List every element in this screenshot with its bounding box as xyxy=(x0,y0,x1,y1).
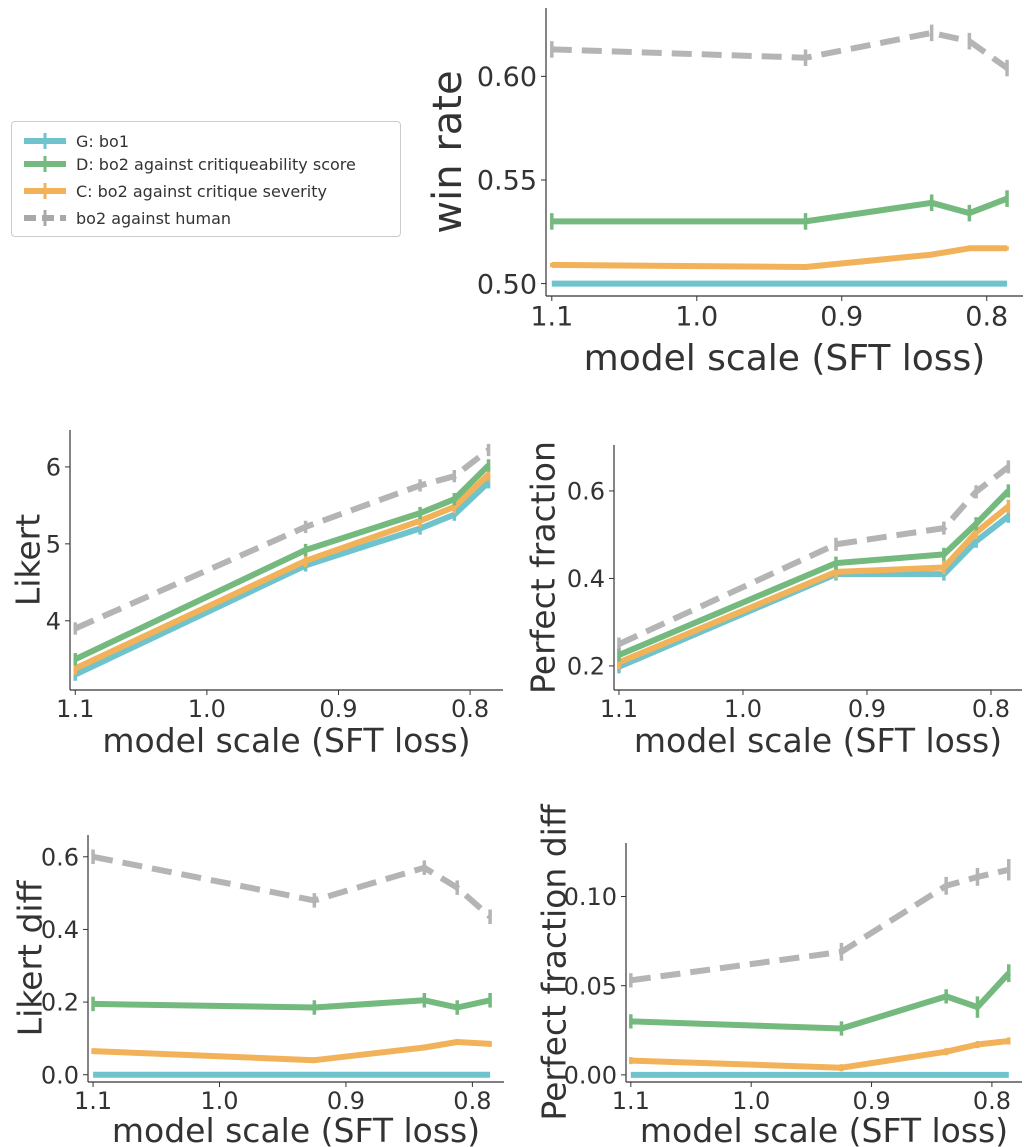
x-tick-label: 1.0 xyxy=(732,1087,770,1115)
x-axis-label: model scale (SFT loss) xyxy=(584,338,986,379)
series-line-h xyxy=(630,866,1010,984)
chart-perfect-fraction-diff: 1.1 1.0 0.9 0.8 0.00 0.05 0.10 model scale (SFT… xyxy=(535,803,1022,1147)
y-axis-label: Perfect fraction xyxy=(524,441,563,694)
series-h xyxy=(91,849,493,924)
y-tick-label: 0.0 xyxy=(41,1061,79,1089)
x-tick-label: 1.0 xyxy=(675,302,718,333)
legend-item-g: G: bo1 xyxy=(22,130,129,152)
legend-item-human: bo2 against human xyxy=(22,207,231,229)
x-axis-label: model scale (SFT loss) xyxy=(634,721,1002,760)
x-tick-label: 0.8 xyxy=(451,695,489,723)
series-d xyxy=(73,459,491,666)
y-tick-label: 0.10 xyxy=(564,883,617,911)
x-tick-label: 1.0 xyxy=(188,695,226,723)
x-tick-label: 1.1 xyxy=(612,1087,650,1115)
x-tick-label: 0.9 xyxy=(820,302,863,333)
chart-perfect-fraction: 1.1 1.0 0.9 0.8 0.2 0.4 0.6 model scale (SFT lo… xyxy=(524,441,1022,760)
y-tick-label: 0.60 xyxy=(477,62,537,93)
series-line-d xyxy=(74,463,491,662)
series-h xyxy=(73,443,491,635)
x-axis-label: model scale (SFT loss) xyxy=(640,1111,1008,1147)
series-h xyxy=(629,859,1011,988)
series-line-c xyxy=(551,245,1008,270)
series-line-d xyxy=(617,488,1011,658)
x-axis-label: model scale (SFT loss) xyxy=(102,721,470,760)
x-tick-label: 1.0 xyxy=(200,1087,238,1115)
series-g xyxy=(73,476,491,681)
series-line-d xyxy=(630,971,1012,1032)
series-line-c xyxy=(617,503,1011,666)
series-c xyxy=(629,1037,1011,1072)
series-c xyxy=(91,1039,492,1064)
legend-swatch-g xyxy=(24,133,66,149)
x-tick-label: 1.1 xyxy=(74,1087,112,1115)
legend: G: bo1 D: bo2 against critiqueability sc… xyxy=(11,121,401,237)
x-axis-label: model scale (SFT loss) xyxy=(112,1111,480,1147)
y-tick-label: 0.6 xyxy=(41,843,79,871)
legend-item-d: D: bo2 against critiqueability score xyxy=(22,153,356,175)
legend-label-human: bo2 against human xyxy=(76,208,232,228)
chart-win-rate: 1.1 1.0 0.9 0.8 0.50 0.55 0.60 model scale (SFT… xyxy=(425,8,1023,379)
y-tick-label: 0.6 xyxy=(567,478,605,506)
y-tick-label: 0.50 xyxy=(477,269,537,300)
series-line-h xyxy=(74,447,491,632)
series-h xyxy=(550,24,1009,77)
y-tick-label: 4 xyxy=(46,607,61,635)
series-c xyxy=(550,245,1009,270)
series-line-h xyxy=(92,853,493,919)
y-tick-label: 0.55 xyxy=(477,166,537,197)
x-tick-label: 0.8 xyxy=(973,1087,1011,1115)
y-tick-label: 0.05 xyxy=(564,972,617,1000)
series-line-h xyxy=(617,464,1011,647)
legend-label-g: G: bo1 xyxy=(76,131,129,151)
y-tick-label: 0.4 xyxy=(567,565,605,593)
x-tick-label: 0.8 xyxy=(965,302,1008,333)
x-tick-label: 0.9 xyxy=(319,695,357,723)
y-tick-label: 0.2 xyxy=(41,989,79,1017)
y-tick-label: 5 xyxy=(46,530,61,558)
y-tick-label: 6 xyxy=(46,454,61,482)
x-tick-label: 1.1 xyxy=(56,695,94,723)
y-axis-label: Perfect fraction diff xyxy=(535,803,574,1120)
chart-likert-diff: 1.1 1.0 0.9 0.8 0.0 0.2 0.4 0.6 model scale (SFT… xyxy=(11,835,504,1147)
x-tick-label: 0.9 xyxy=(852,1087,890,1115)
x-tick-label: 1.1 xyxy=(600,695,638,723)
series-d xyxy=(617,484,1011,662)
chart-likert: 1.1 1.0 0.9 0.8 4 5 6 model scale (SFT loss) Lik… xyxy=(9,430,503,760)
legend-swatch-human xyxy=(24,210,66,226)
series-line-c xyxy=(630,1038,1010,1071)
x-tick-label: 0.8 xyxy=(972,695,1010,723)
series-g xyxy=(617,509,1011,674)
series-line-c xyxy=(92,1039,491,1064)
x-tick-label: 0.9 xyxy=(848,695,886,723)
legend-swatch-d xyxy=(24,156,66,172)
y-tick-label: 0.4 xyxy=(41,916,79,944)
series-h xyxy=(617,460,1011,651)
series-line-c xyxy=(74,472,491,672)
legend-label-d: D: bo2 against critiqueability score xyxy=(76,154,356,174)
series-line-d xyxy=(93,997,491,1011)
y-axis-label: Likert diff xyxy=(11,879,50,1036)
x-tick-label: 0.8 xyxy=(453,1087,491,1115)
y-axis-label: Likert xyxy=(9,514,48,606)
legend-swatch-c xyxy=(24,183,66,199)
series-d xyxy=(91,993,492,1015)
series-d xyxy=(550,190,1009,230)
series-d xyxy=(629,964,1012,1036)
x-tick-label: 1.1 xyxy=(530,302,573,333)
legend-label-c: C: bo2 against critique severity xyxy=(76,181,327,201)
series-line-d xyxy=(551,195,1009,225)
y-axis-label: win rate xyxy=(425,70,471,233)
x-tick-label: 1.0 xyxy=(724,695,762,723)
legend-item-c: C: bo2 against critique severity xyxy=(22,180,327,202)
series-line-g xyxy=(617,513,1011,670)
y-tick-label: 0.00 xyxy=(564,1062,617,1090)
series-line-h xyxy=(551,29,1009,71)
x-tick-label: 0.9 xyxy=(327,1087,365,1115)
y-tick-label: 0.2 xyxy=(567,653,605,681)
